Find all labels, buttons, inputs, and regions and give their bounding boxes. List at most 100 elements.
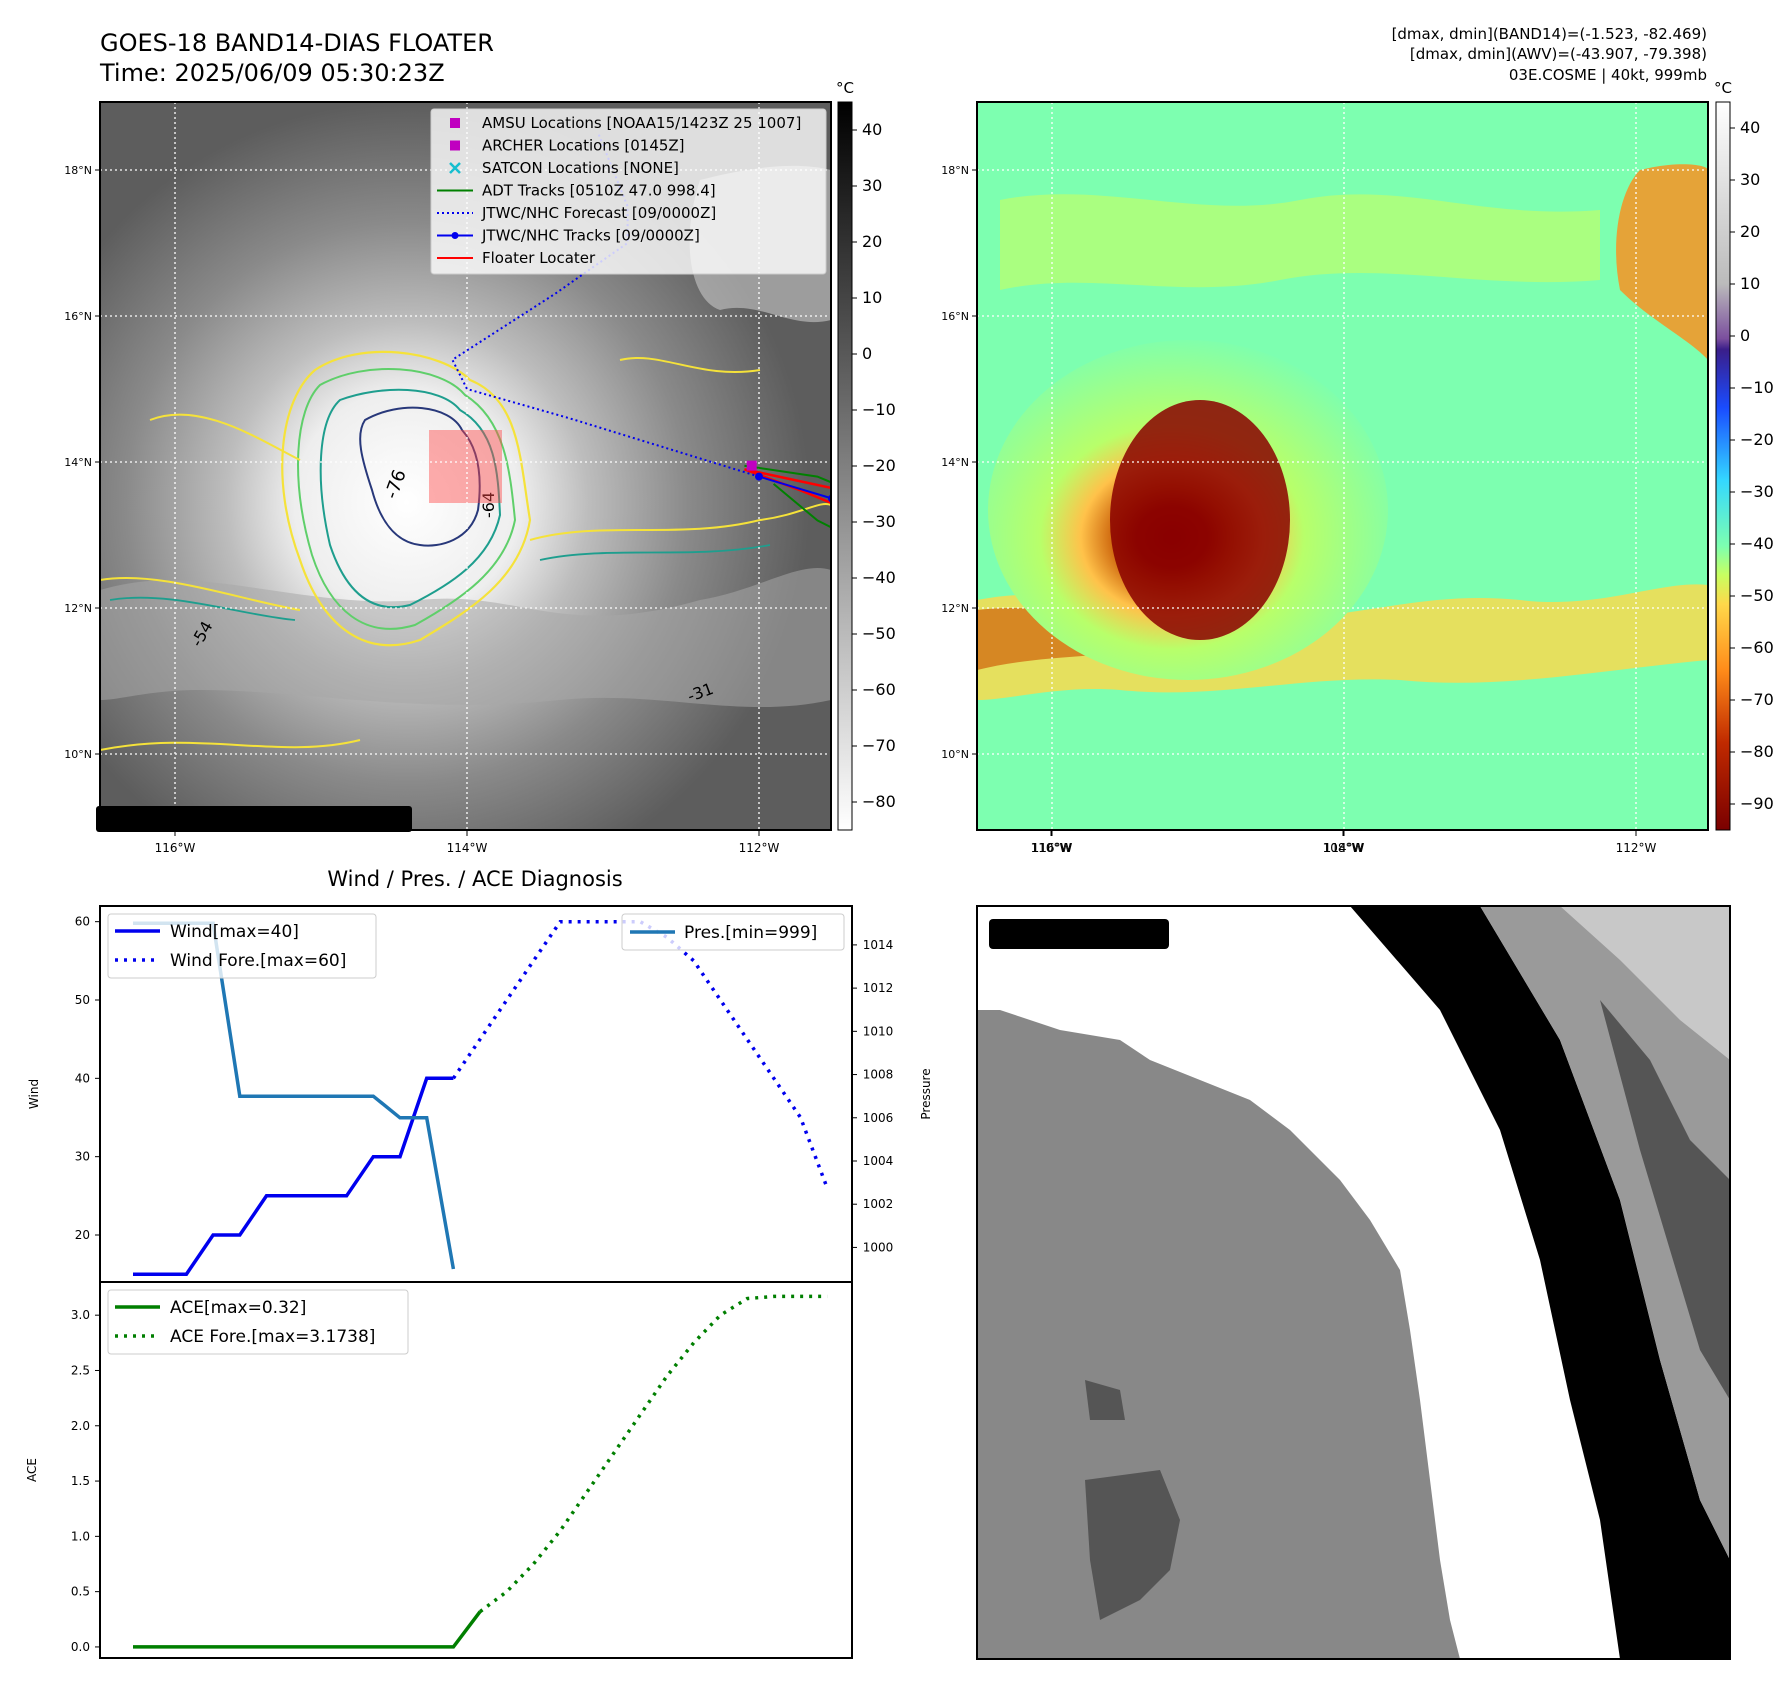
wind-series-line [133, 1076, 454, 1276]
lon-tick-label: 112°W [739, 841, 780, 855]
pressure-ytick-label: 1008 [863, 1068, 894, 1082]
lat-tick-label: 16°N [941, 310, 969, 323]
contour-teal-secondary [109, 544, 771, 621]
wmg-label-box [989, 919, 1169, 949]
colorbar-tick-label: −10 [1740, 378, 1774, 397]
legend-label: ADT Tracks [0510Z 47.0 998.4] [482, 182, 716, 200]
ace-chart: ACE 0.0 0.5 1.0 1.5 2.0 2.5 3.0 ACE[max=0.32] AC… [25, 1281, 853, 1659]
colorbar-tick-label: −20 [862, 456, 896, 475]
ace-ytick-label: 1.0 [71, 1529, 90, 1543]
colorbar-tick-label: 10 [862, 288, 882, 307]
legend-label: JTWC/NHC Forecast [09/0000Z] [481, 204, 716, 222]
colorbar-tick-label: 20 [1740, 222, 1760, 241]
colorbar-left: °C 40 30 20 10 0 −10 −20 −30 −40 −50 −60 −70 −80 [836, 79, 896, 831]
copyright-box [96, 806, 412, 832]
wind-axis-label: Wind [27, 1079, 41, 1109]
wind-ytick-label: 20 [75, 1228, 90, 1242]
colorbar-tick-label: −20 [1740, 430, 1774, 449]
contour-teal [319, 388, 502, 609]
lon-tick-label: 114°W [447, 841, 488, 855]
lat-tick-label: 18°N [64, 164, 92, 177]
wmg-light-gray-band [1480, 906, 1730, 1560]
legend-label: JTWC/NHC Tracks [09/0000Z] [481, 227, 700, 245]
floater-track [743, 468, 831, 505]
colorbar-tick-label: 0 [862, 344, 872, 363]
ace-ytick-label: 2.5 [71, 1363, 90, 1377]
archer-location-marker [746, 460, 757, 471]
figure-title: GOES-18 BAND14-DIAS FLOATER [100, 29, 494, 57]
pressure-legend-label: Pres.[min=999] [684, 923, 817, 943]
legend-label: SATCON Locations [NONE] [482, 159, 679, 177]
lon-tick-label: 116°W [155, 841, 196, 855]
colorbar-tick-label: 40 [862, 120, 882, 139]
contour-navy [359, 406, 481, 547]
colorbar-tick-label: −90 [1740, 794, 1774, 813]
colorbar-left-gradient [837, 101, 853, 831]
colorbar-tick-label: −60 [862, 680, 896, 699]
legend-marker-dot [451, 232, 459, 239]
colorbar-tick-label: −40 [862, 568, 896, 587]
pressure-ytick-label: 1014 [863, 938, 894, 952]
pressure-ytick-label: 1002 [863, 1197, 894, 1211]
colorbar-tick-label: −50 [1740, 586, 1774, 605]
figure-time: Time: 2025/06/09 05:30:23Z [99, 59, 445, 87]
colorbar-tick-label: 0 [1740, 326, 1750, 345]
colorbar-tick-label: 10 [1740, 274, 1760, 293]
legend-label: ARCHER Locations [0145Z] [482, 137, 685, 155]
legend-label: Floater Locater [482, 249, 596, 267]
ace-ytick-label: 1.5 [71, 1474, 90, 1488]
wmg-count-label: WMG Count: 0 [997, 924, 1150, 946]
colorbar-tick-label: −60 [1740, 638, 1774, 657]
colorbar-tick-label: −80 [862, 792, 896, 811]
jtwc-forecast-track [451, 133, 760, 478]
stats-line-1: [dmax, dmin](BAND14)=(-1.523, -82.469) [1392, 25, 1707, 43]
jtwc-track-point [755, 472, 763, 481]
lat-tick-label: 14°N [941, 456, 969, 469]
legend-box [430, 108, 827, 275]
lon-tick-label: 114°W [1324, 841, 1365, 855]
colorbar-tick-label: 20 [862, 232, 882, 251]
moisture-band-north [1000, 194, 1600, 290]
ace-ytick-label: 0.5 [71, 1585, 90, 1599]
ace-legend-label: ACE Fore.[max=3.1738] [170, 1327, 375, 1347]
wmg-black-band [1350, 906, 1730, 1659]
colorbar-right-ticks: 40 30 20 10 0 −10 −20 −30 −40 −50 −60 −70 −80 −90 [1730, 118, 1774, 813]
cloud-band [100, 567, 831, 708]
colorbar-right: °C 40 30 20 10 0 −10 −20 −30 −40 −50 −60 −70 −80 −90 [1714, 79, 1774, 831]
colorbar-tick-label: 40 [1740, 118, 1760, 137]
legend-marker-square [450, 140, 460, 151]
wind-legend-label: Wind Fore.[max=60] [170, 951, 346, 971]
lon-tick-label: 110°W [1031, 841, 1072, 855]
map-frame-right [976, 101, 1709, 831]
adt-track [744, 464, 831, 529]
awv-map-panel: 116°W 114°W 112°W 110°W 108°W 18°N 16°N 14°N 12°… [941, 101, 1709, 855]
wind-ytick-label: 50 [75, 993, 90, 1007]
lon-tick-label: 108°W [1323, 841, 1364, 855]
pressure-ytick-label: 1004 [863, 1154, 894, 1168]
map-frame [99, 101, 832, 831]
stats-line-3: 03E.COSME | 40kt, 999mb [1509, 66, 1707, 84]
ace-ytick-label: 0.0 [71, 1640, 90, 1654]
legend-label: AMSU Locations [NOAA15/1423Z 25 1007] [482, 114, 801, 132]
ace-series-line [133, 1610, 482, 1649]
contour-green [297, 368, 517, 630]
pressure-ytick-label: 1010 [863, 1024, 894, 1038]
wmg-frame [976, 905, 1731, 1660]
colorbar-left-unit: °C [836, 79, 854, 97]
wind-ytick-label: 30 [75, 1150, 90, 1164]
lat-tick-label: 14°N [64, 456, 92, 469]
map-gridlines-right [977, 102, 1708, 830]
wmg-dark-patch [1085, 1470, 1180, 1620]
lat-tick-label: 12°N [64, 602, 92, 615]
colorbar-right-gradient [1715, 101, 1731, 831]
diagnosis-title: Wind / Pres. / ACE Diagnosis [327, 867, 622, 891]
ace-legend-box [107, 1289, 409, 1355]
colorbar-tick-label: −80 [1740, 742, 1774, 761]
ace-axis-label: ACE [25, 1458, 39, 1482]
colorbar-tick-label: 30 [1740, 170, 1760, 189]
contour-yellow [281, 350, 532, 647]
amsu-location-marker [958, 537, 968, 547]
wind-forecast-series-line [451, 919, 829, 1189]
pressure-legend-box [621, 913, 845, 951]
map-axis-ticks: 116°W 114°W 112°W 110°W 108°W 18°N 16°N 14°N 12°… [64, 164, 1363, 855]
